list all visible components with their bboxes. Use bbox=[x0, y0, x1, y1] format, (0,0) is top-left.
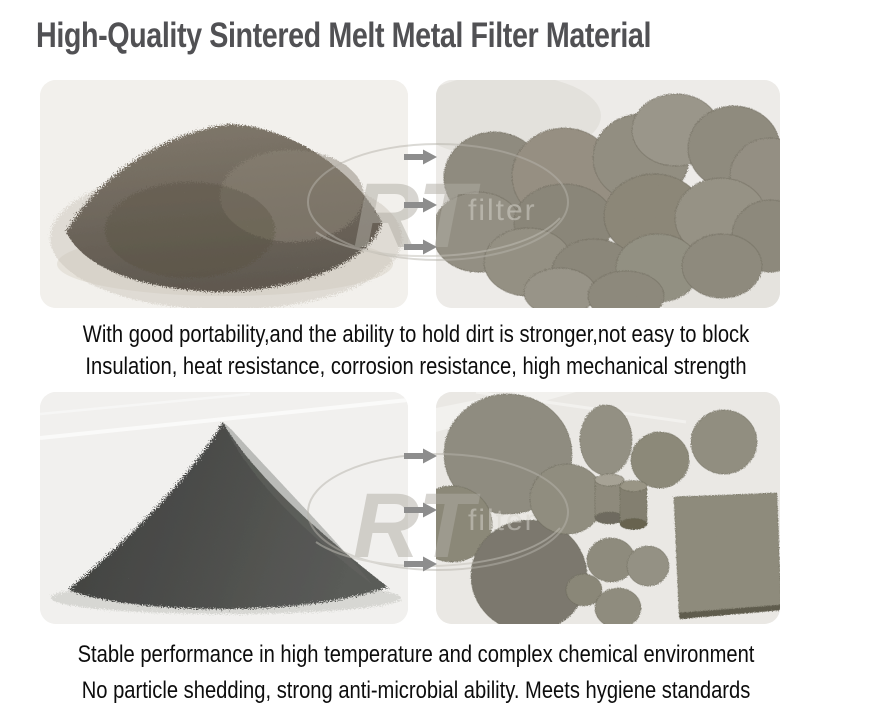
caption-row2-line2: No particle shedding, strong anti-microb… bbox=[81, 677, 751, 704]
page-title: High-Quality Sintered Melt Metal Filter … bbox=[36, 16, 652, 55]
caption-row2-line1: Stable performance in high temperature a… bbox=[77, 641, 755, 668]
photo-sintered-filter-shapes bbox=[436, 392, 780, 624]
right-arrow-icon bbox=[404, 502, 437, 518]
right-arrow-icon bbox=[404, 239, 437, 255]
right-arrow-icon bbox=[404, 448, 437, 464]
photo-sintered-filter-discs bbox=[436, 80, 780, 308]
right-arrow-icon bbox=[404, 149, 437, 165]
photo-fine-metal-powder-cone bbox=[40, 392, 408, 624]
photo-metal-powder-pile bbox=[40, 80, 408, 308]
right-arrow-icon bbox=[404, 197, 437, 213]
caption-row1-line1: With good portability,and the ability to… bbox=[82, 321, 750, 348]
caption-row1-line2: Insulation, heat resistance, corrosion r… bbox=[85, 353, 747, 380]
right-arrow-icon bbox=[404, 556, 437, 572]
